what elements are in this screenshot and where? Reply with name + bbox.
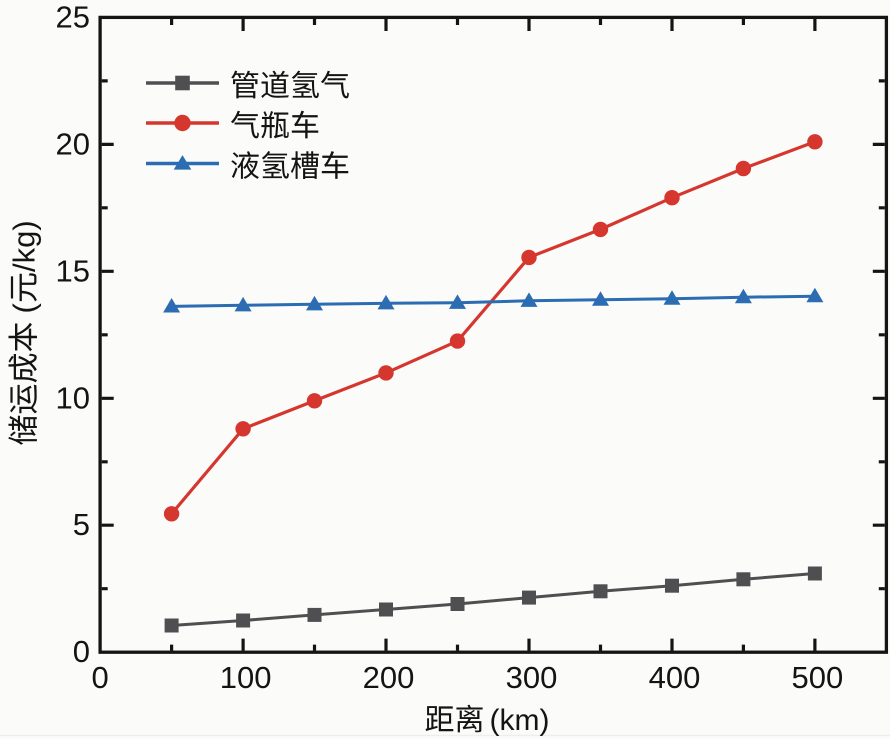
svg-text:(: (: [7, 303, 42, 314]
svg-text:500: 500: [792, 660, 844, 695]
svg-text:(km): (km): [490, 704, 550, 737]
svg-text:100: 100: [220, 660, 272, 695]
svg-text:400: 400: [649, 660, 701, 695]
svg-text:/kg): /kg): [7, 220, 42, 272]
svg-text:0: 0: [73, 634, 90, 669]
svg-text:200: 200: [363, 660, 415, 695]
svg-text:25: 25: [56, 0, 90, 34]
svg-text:15: 15: [56, 253, 90, 288]
svg-text:0: 0: [91, 660, 108, 695]
svg-text:5: 5: [73, 507, 90, 542]
svg-text:300: 300: [506, 660, 558, 695]
svg-text:10: 10: [56, 380, 90, 415]
svg-text:20: 20: [56, 126, 90, 161]
